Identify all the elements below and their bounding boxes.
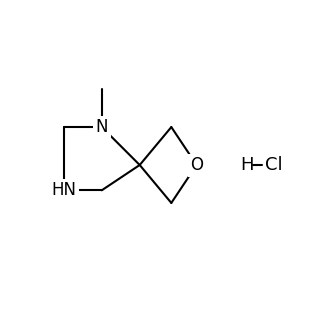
Text: Cl: Cl bbox=[265, 156, 283, 174]
Text: HN: HN bbox=[51, 181, 76, 199]
Text: H: H bbox=[241, 156, 254, 174]
Text: N: N bbox=[95, 118, 108, 136]
Text: O: O bbox=[190, 156, 203, 174]
